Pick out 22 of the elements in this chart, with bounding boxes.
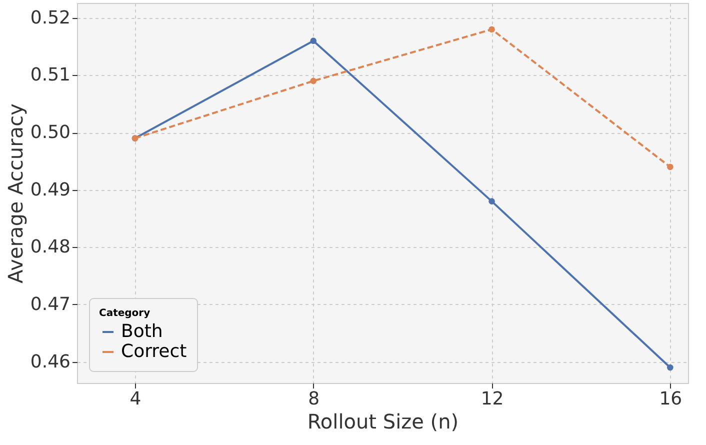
x-tick-label: 16: [659, 388, 682, 410]
y-tick-label: 0.52: [30, 7, 70, 28]
legend-label: Both: [121, 321, 163, 342]
legend-label: Correct: [121, 341, 187, 362]
point: [488, 198, 495, 204]
y-tick-label: 0.46: [30, 351, 70, 372]
legend-title: Category: [99, 308, 151, 319]
y-tick-label: 0.50: [30, 122, 70, 144]
point: [310, 78, 317, 84]
y-tick-label: 0.49: [30, 179, 70, 200]
y-tick-label: 0.51: [30, 64, 70, 86]
point: [667, 364, 674, 371]
point: [488, 26, 495, 33]
x-axis-title: Rollout Size (n): [307, 410, 459, 434]
y-tick-label: 0.48: [30, 236, 70, 258]
x-tick-label: 8: [308, 388, 320, 410]
x-tick-label: 4: [130, 388, 142, 410]
y-tick-label: 0.47: [30, 294, 70, 315]
point: [310, 38, 317, 44]
x-tick-label: 12: [480, 388, 504, 410]
y-axis-title: Average Accuracy: [3, 103, 28, 284]
point: [667, 164, 674, 170]
